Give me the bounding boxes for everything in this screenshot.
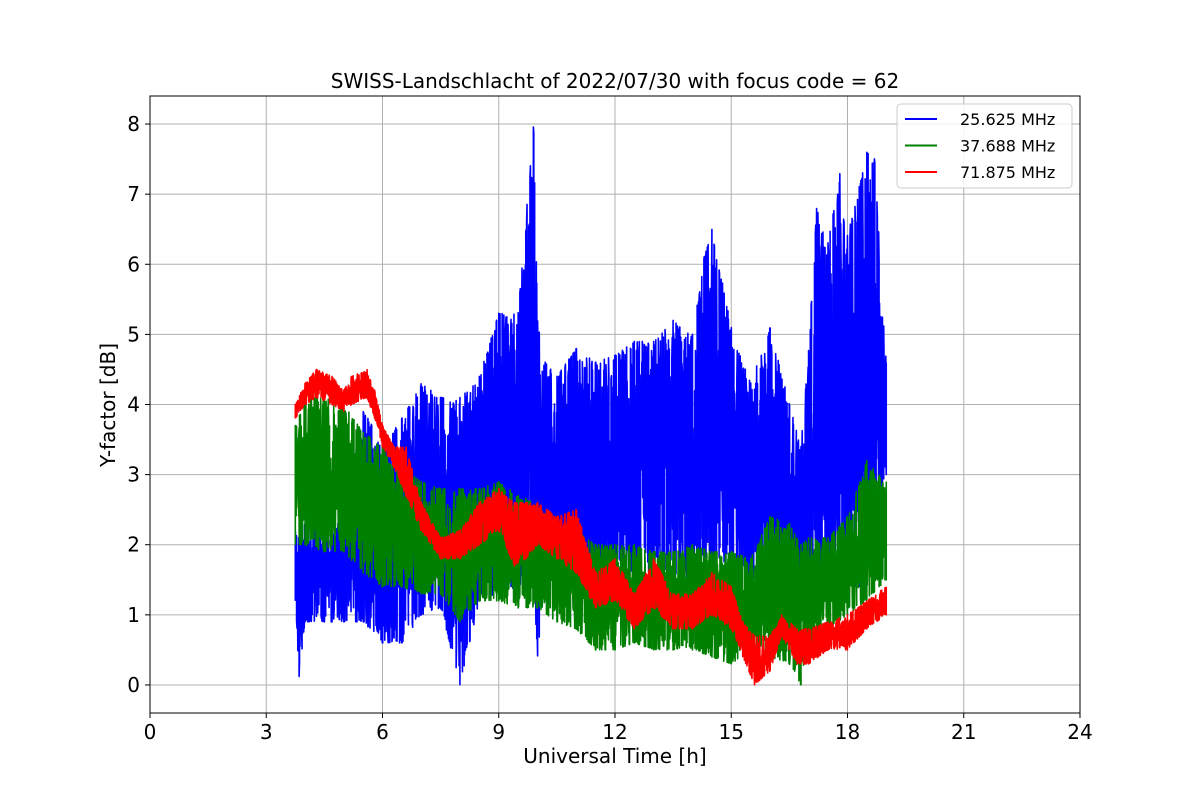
legend-label: 37.688 MHz (960, 137, 1055, 156)
x-tick-label: 15 (719, 720, 744, 744)
x-tick-label: 0 (144, 720, 157, 744)
legend: 25.625 MHz 37.688 MHz 71.875 MHz (896, 103, 1073, 189)
legend-box (896, 103, 1073, 189)
legend-label: 25.625 MHz (960, 110, 1055, 129)
y-tick-label: 7 (127, 182, 140, 206)
series-line-0 (294, 126, 888, 686)
x-tick-label: 6 (376, 720, 389, 744)
x-axis-label: Universal Time [h] (523, 744, 706, 768)
legend-label: 71.875 MHz (960, 163, 1055, 182)
series-layer (294, 126, 888, 686)
y-tick-label: 0 (127, 673, 140, 697)
y-tick-label: 6 (127, 252, 140, 276)
y-tick-label: 1 (127, 603, 140, 627)
x-tick-label: 9 (492, 720, 505, 744)
chart-title: SWISS-Landschlacht of 2022/07/30 with fo… (331, 69, 899, 93)
y-tick-label: 3 (127, 463, 140, 487)
x-tick-label: 24 (1067, 720, 1092, 744)
series-line-2 (294, 368, 888, 686)
y-tick-label: 5 (127, 322, 140, 346)
x-tick-label: 3 (260, 720, 273, 744)
x-tick-label: 21 (951, 720, 976, 744)
y-tick-label: 8 (127, 112, 140, 136)
x-tick-label: 18 (835, 720, 860, 744)
y-tick-label: 2 (127, 533, 140, 557)
y-tick-label: 4 (127, 393, 140, 417)
y-axis-label: Y-factor [dB] (96, 343, 120, 468)
x-tick-label: 12 (602, 720, 627, 744)
